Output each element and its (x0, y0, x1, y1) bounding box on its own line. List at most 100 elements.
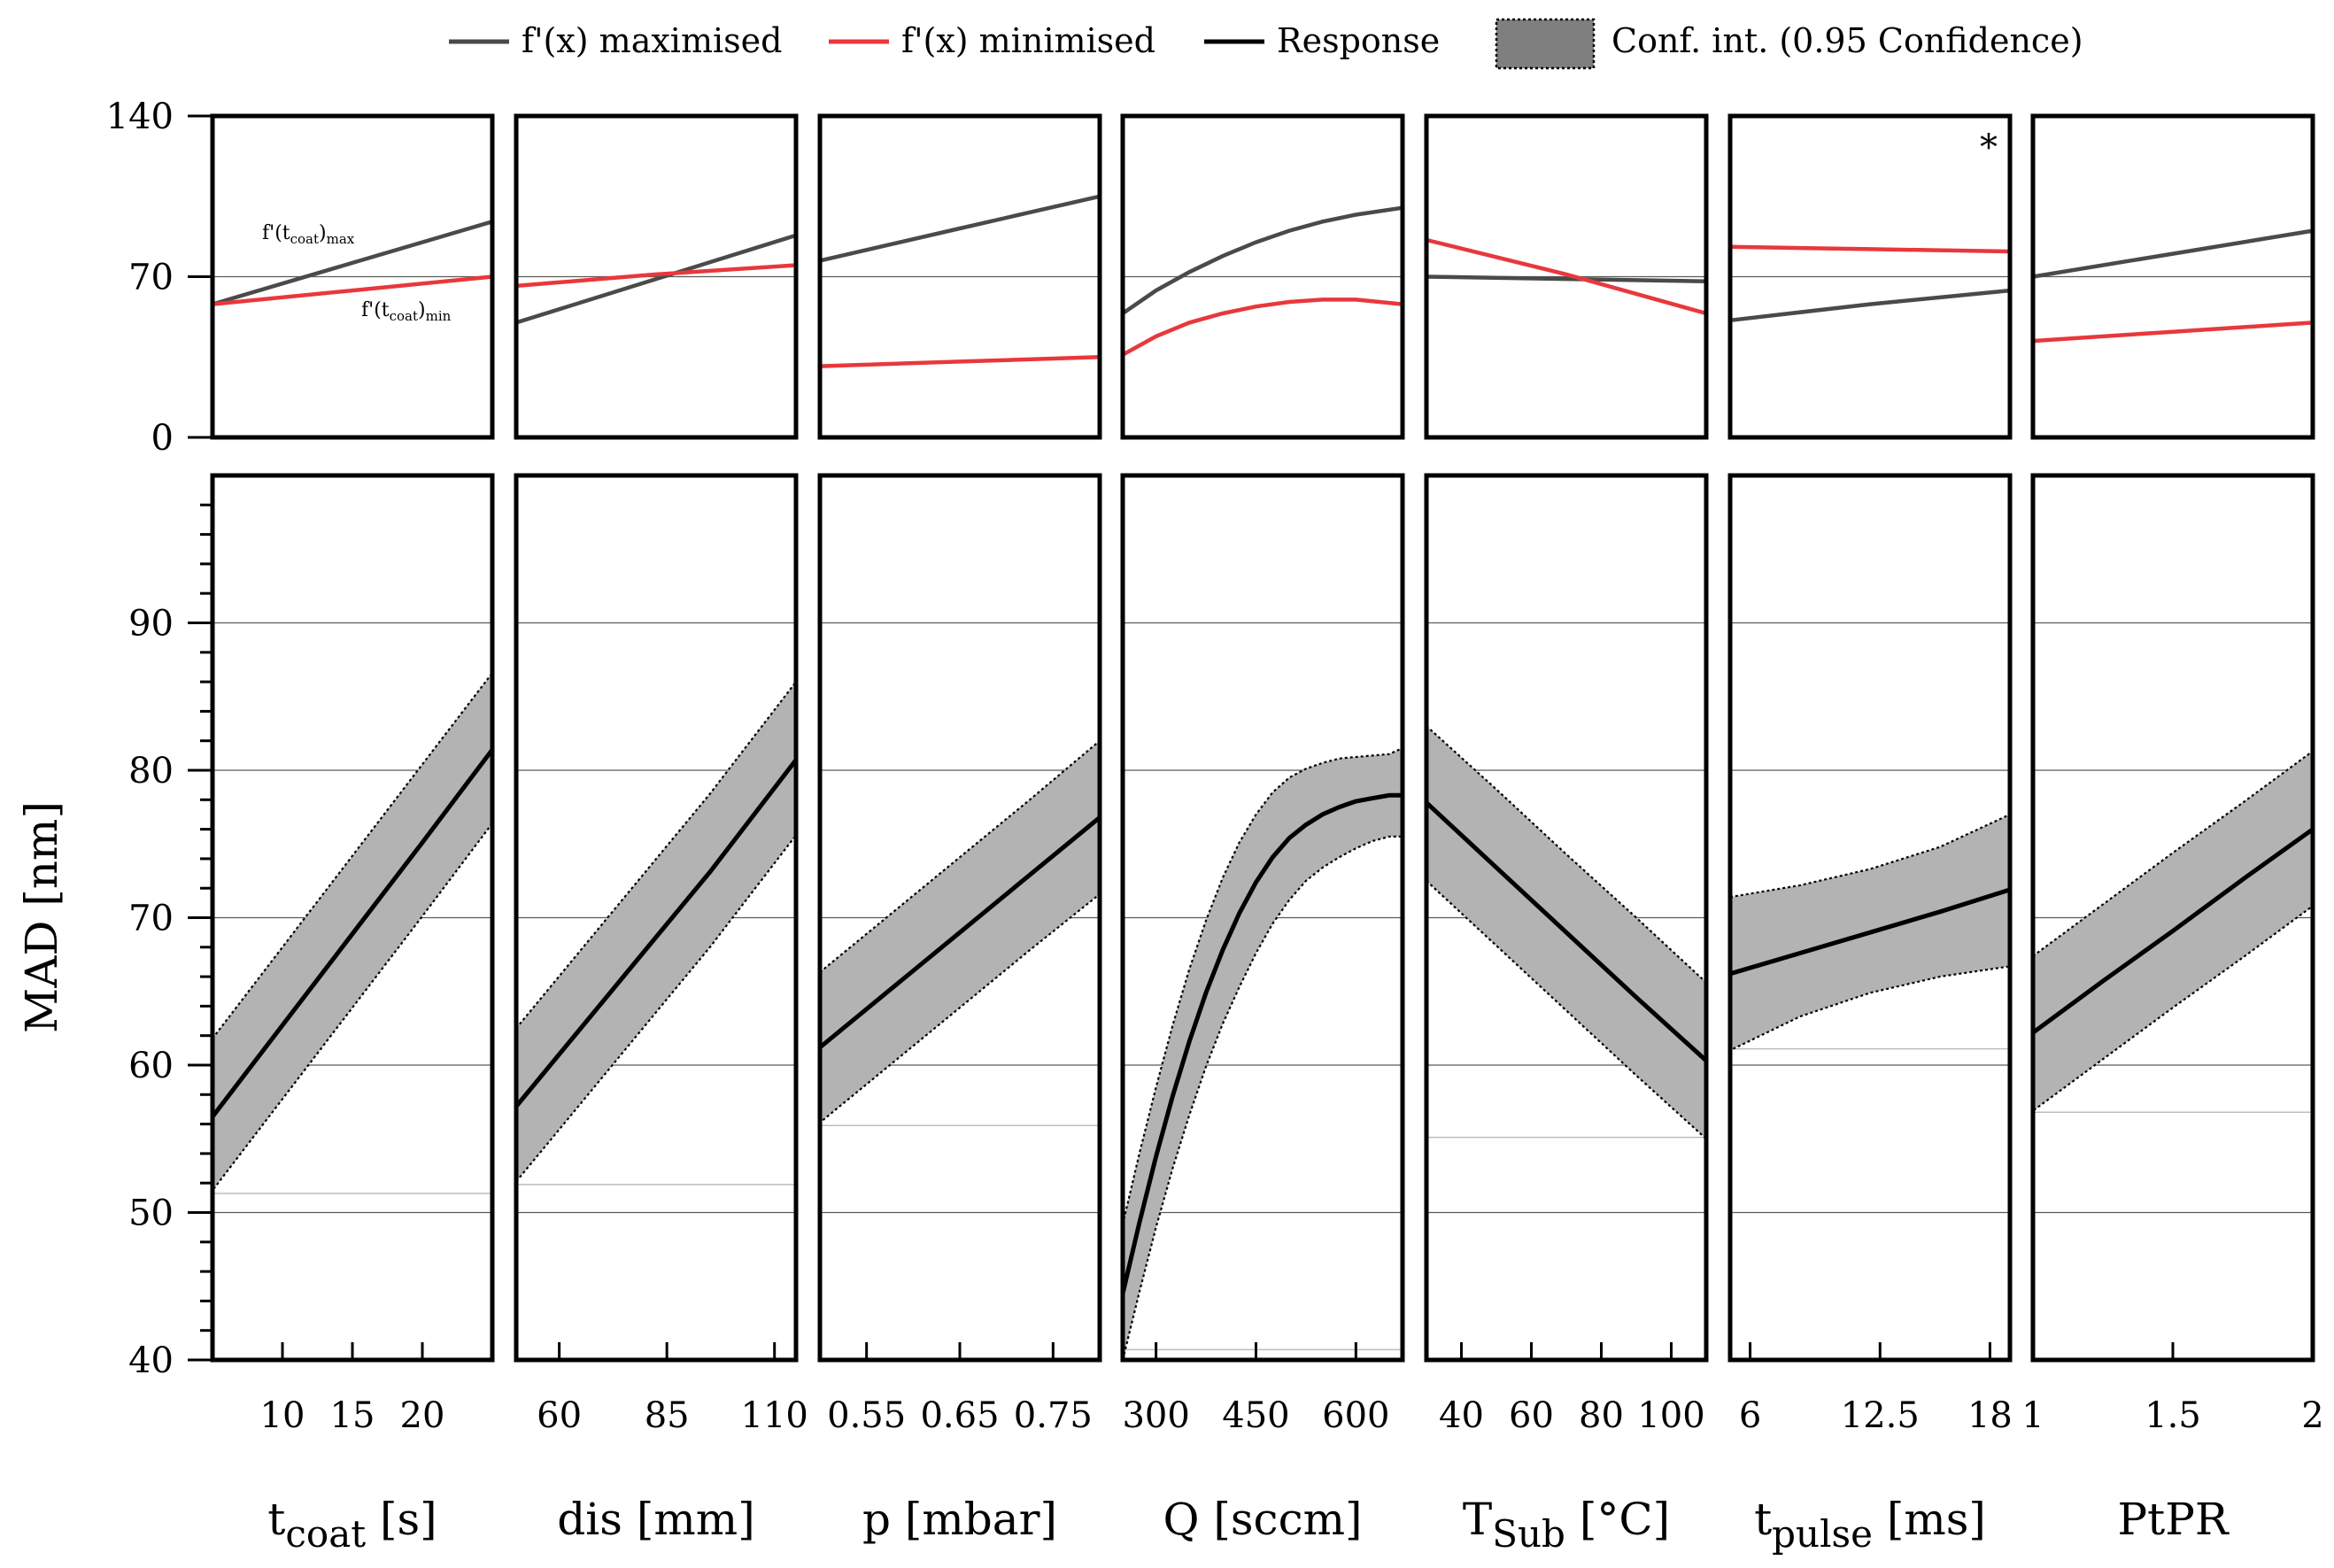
derivative-min-line (2032, 321, 2314, 344)
annotation-sub: coat (290, 231, 319, 247)
x-tick-label: 100 (1637, 1395, 1704, 1436)
factor-panel: 40 60 80 100 TSub [°C] (1424, 113, 1709, 1556)
annotation-tail: ) (319, 222, 327, 244)
response-panel-frame (1424, 473, 1709, 1363)
legend-entry: f'(x) minimised (829, 21, 1155, 60)
x-axis-label: Q [sccm] (1163, 1494, 1363, 1545)
derivative-panel-frame (1727, 113, 2013, 440)
x-axis-label-unit: [mbar] (891, 1494, 1057, 1545)
top-y-axis: 0 70 140 (106, 97, 213, 459)
bottom-y-tick-label: 40 (128, 1340, 174, 1381)
derivative-panel (1424, 113, 1709, 440)
x-axis-label-sub: pulse (1772, 1512, 1873, 1556)
derivative-max-line (819, 194, 1101, 263)
x-axis-label-main: p (862, 1494, 891, 1545)
x-tick-label: 85 (645, 1395, 690, 1436)
factor-panel: 1 1.5 2 PtPR (2021, 113, 2324, 1545)
derivative-panel-frame (1120, 113, 1405, 440)
top-y-tick-label: 0 (151, 418, 174, 459)
derivative-panel (1120, 113, 1405, 440)
factor-panel: 60 85 110 dis [mm] (514, 113, 808, 1545)
annotation-text: f'(t (262, 222, 290, 244)
derivative-panel-frame (514, 113, 799, 440)
x-tick-label: 20 (400, 1395, 445, 1436)
x-axis-label-sub: Sub (1492, 1512, 1565, 1556)
x-axis-label-unit: [sccm] (1200, 1494, 1363, 1545)
bottom-y-tick-label: 90 (128, 604, 174, 645)
top-y-tick-label: 140 (106, 97, 174, 137)
x-axis-label: p [mbar] (862, 1494, 1057, 1545)
derivative-max-line (1121, 205, 1403, 315)
response-line (2031, 827, 2315, 1035)
factor-panel: 0.55 0.65 0.75 p [mbar] (817, 113, 1102, 1545)
x-tick-label: 6 (1739, 1395, 1761, 1436)
legend-entry: f'(x) maximised (449, 21, 782, 60)
derivative-panel (817, 113, 1102, 440)
bottom-y-tick-label: 70 (128, 899, 174, 939)
legend-label: f'(x) minimised (901, 21, 1155, 60)
x-tick-label: 600 (1322, 1395, 1389, 1436)
legend-label: Response (1277, 21, 1440, 60)
significance-asterisk: * (1980, 127, 1998, 168)
derivative-panel (514, 113, 799, 440)
factor-panel: 300 450 600 Q [sccm] (1120, 113, 1405, 1545)
x-axis-label: TSub [°C] (1463, 1494, 1670, 1556)
derivative-max-line (2032, 228, 2314, 279)
legend-label: f'(x) maximised (522, 21, 782, 60)
response-line (514, 758, 798, 1108)
derivative-panel-frame (817, 113, 1102, 440)
response-panel: 0.55 0.65 0.75 p [mbar] (817, 473, 1102, 1545)
x-axis-label-sub: coat (285, 1512, 366, 1556)
response-panel-frame (1727, 473, 2013, 1363)
y-axis-label: MAD [nm] (16, 801, 67, 1033)
derivative-min-line (1426, 237, 1707, 316)
x-axis-label-main: t (1754, 1494, 1772, 1545)
x-tick-label: 0.75 (1014, 1395, 1093, 1436)
derivative-panel (2030, 113, 2315, 440)
x-axis-label-main: Q (1163, 1494, 1200, 1545)
x-axis-label-unit: [s] (366, 1494, 437, 1545)
x-tick-label: 450 (1222, 1395, 1289, 1436)
derivative-min-line (212, 274, 493, 306)
bottom-y-tick-label: 80 (128, 751, 174, 792)
annotation-fprime-max: f'(tcoat)max (262, 222, 355, 247)
x-tick-label: 0.55 (827, 1395, 906, 1436)
top-y-tick-label: 70 (128, 258, 174, 298)
derivative-panel-frame (1424, 113, 1709, 440)
response-panel: 40 60 80 100 TSub [°C] (1424, 473, 1709, 1556)
response-line (1425, 800, 1708, 1062)
x-tick-label: 60 (1509, 1395, 1554, 1436)
derivative-min-line (819, 355, 1101, 368)
confidence-band (514, 678, 798, 1185)
x-tick-label: 2 (2301, 1395, 2323, 1436)
confidence-band (1121, 746, 1404, 1361)
x-tick-label: 300 (1122, 1395, 1189, 1436)
response-line (1120, 792, 1403, 1294)
response-line (211, 748, 494, 1118)
response-panel: 6 12.5 18 tpulse [ms] (1727, 473, 2013, 1556)
legend-label: Conf. int. (0.95 Confidence) (1611, 21, 2083, 60)
x-tick-label: 1 (2021, 1395, 2044, 1436)
x-tick-label: 10 (260, 1395, 305, 1436)
x-tick-label: 18 (1967, 1395, 2013, 1436)
annotation-text: f'(t (361, 299, 390, 321)
x-axis-label-main: dis (557, 1494, 622, 1545)
x-tick-label: 80 (1579, 1395, 1624, 1436)
x-axis-label: tcoat [s] (267, 1494, 437, 1556)
x-axis-label: PtPR (2117, 1494, 2229, 1545)
response-panel-frame (1120, 473, 1405, 1363)
derivative-max-line (515, 233, 797, 325)
x-tick-label: 60 (537, 1395, 582, 1436)
response-panel: 10 15 20 tcoat [s] (210, 473, 495, 1556)
response-panel: 1 1.5 2 PtPR (2021, 473, 2324, 1545)
x-axis-label: tpulse [ms] (1754, 1494, 1986, 1556)
x-axis-label-main: T (1463, 1494, 1492, 1545)
x-axis-label: dis [mm] (557, 1494, 754, 1545)
annotation-sub: coat (390, 308, 418, 324)
legend-entry: Conf. int. (0.95 Confidence) (1495, 18, 2083, 70)
annotation-tail: ) (418, 299, 426, 321)
response-line (1729, 887, 2011, 977)
